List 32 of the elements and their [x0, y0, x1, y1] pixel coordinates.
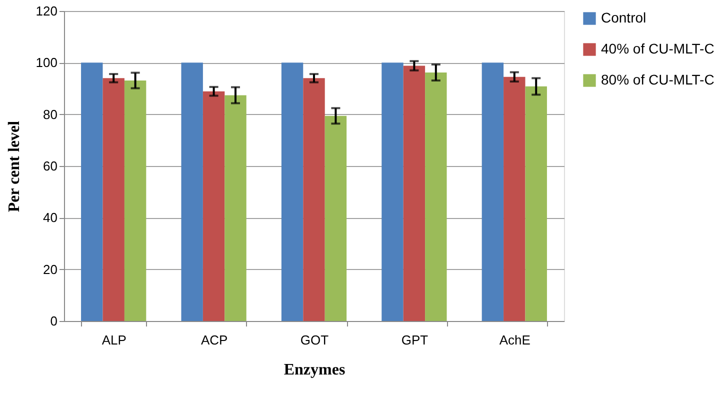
y-tick-label: 120 — [36, 4, 58, 18]
legend-label: 80% of CU-MLT-C — [601, 72, 714, 88]
y-tick-label: 40 — [43, 210, 58, 226]
bar — [281, 62, 304, 321]
bar — [403, 66, 426, 321]
x-tick-label: ACP — [200, 332, 228, 348]
bar — [303, 78, 325, 321]
bar — [124, 80, 146, 321]
bar — [224, 95, 246, 321]
bar — [525, 86, 547, 321]
bar — [202, 91, 225, 321]
legend-label: 40% of CU-MLT-C — [601, 40, 714, 56]
y-tick-label: 100 — [36, 55, 58, 70]
x-tick-label: GPT — [401, 332, 428, 348]
y-tick-label: 60 — [43, 158, 58, 174]
bar — [382, 62, 404, 321]
y-tick-label: 80 — [43, 106, 58, 122]
x-tick-label: GOT — [300, 332, 329, 348]
bar — [504, 76, 526, 321]
bar — [425, 72, 447, 321]
bar — [102, 78, 124, 321]
y-axis-title: Per cent level — [6, 120, 23, 212]
y-tick-label: 0 — [50, 314, 58, 328]
x-tick-label: AchE — [499, 332, 531, 348]
bar — [181, 62, 203, 321]
bar — [324, 116, 347, 321]
x-tick-label: ALP — [102, 332, 126, 348]
bar — [482, 62, 504, 321]
legend-label: Control — [601, 10, 646, 26]
y-tick-label: 20 — [43, 262, 58, 277]
x-axis-title: Enzymes — [284, 362, 346, 378]
bar — [81, 62, 103, 321]
